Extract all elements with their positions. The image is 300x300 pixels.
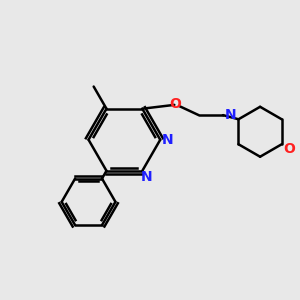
- Text: N: N: [140, 170, 152, 184]
- Text: N: N: [162, 133, 174, 147]
- Text: O: O: [284, 142, 296, 156]
- Text: O: O: [169, 97, 181, 111]
- Text: N: N: [225, 108, 236, 122]
